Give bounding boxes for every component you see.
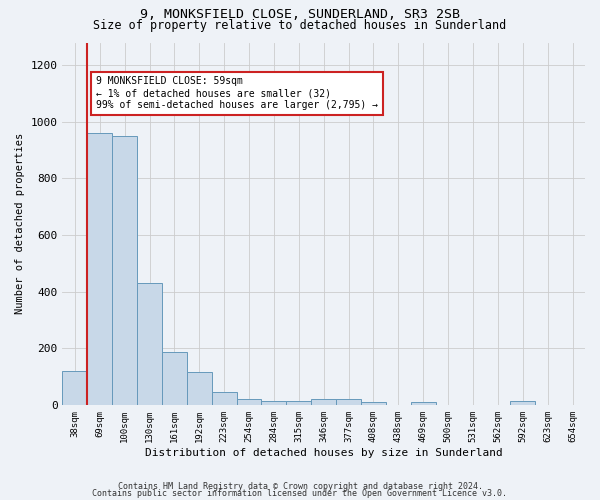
Bar <box>411 402 436 405</box>
Text: 9 MONKSFIELD CLOSE: 59sqm
← 1% of detached houses are smaller (32)
99% of semi-d: 9 MONKSFIELD CLOSE: 59sqm ← 1% of detach… <box>96 76 378 110</box>
Bar <box>62 371 88 405</box>
Bar <box>112 136 137 405</box>
Bar <box>236 399 262 405</box>
X-axis label: Distribution of detached houses by size in Sunderland: Distribution of detached houses by size … <box>145 448 503 458</box>
Bar <box>286 400 311 405</box>
Bar <box>212 392 236 405</box>
Bar <box>88 133 112 405</box>
Bar <box>361 402 386 405</box>
Bar <box>336 399 361 405</box>
Text: Size of property relative to detached houses in Sunderland: Size of property relative to detached ho… <box>94 18 506 32</box>
Bar <box>162 352 187 405</box>
Y-axis label: Number of detached properties: Number of detached properties <box>15 133 25 314</box>
Bar <box>137 283 162 405</box>
Bar <box>262 400 286 405</box>
Text: Contains public sector information licensed under the Open Government Licence v3: Contains public sector information licen… <box>92 489 508 498</box>
Bar <box>187 372 212 405</box>
Bar <box>311 399 336 405</box>
Text: Contains HM Land Registry data © Crown copyright and database right 2024.: Contains HM Land Registry data © Crown c… <box>118 482 482 491</box>
Bar <box>511 400 535 405</box>
Text: 9, MONKSFIELD CLOSE, SUNDERLAND, SR3 2SB: 9, MONKSFIELD CLOSE, SUNDERLAND, SR3 2SB <box>140 8 460 20</box>
